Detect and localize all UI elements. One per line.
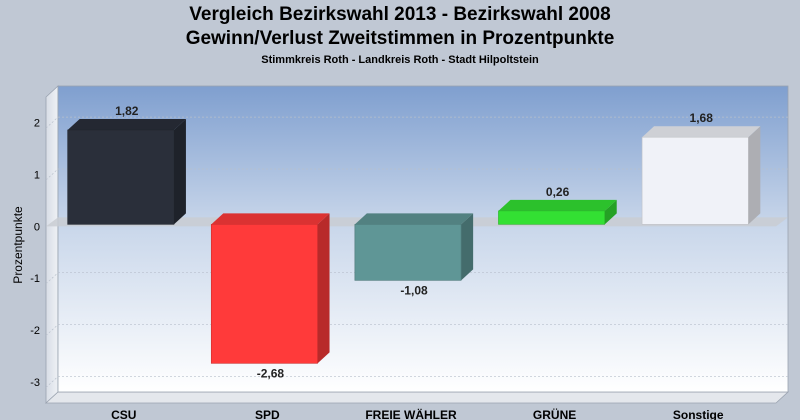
category-label: FREIE WÄHLER [365, 407, 457, 420]
bar-side [604, 199, 617, 225]
bar-side [748, 126, 761, 225]
bar-top [354, 213, 474, 225]
gridline-side [45, 116, 59, 129]
data-label: 1,68 [690, 111, 714, 125]
plot-floor [44, 391, 790, 404]
bar-spd [210, 213, 330, 364]
data-label: 0,26 [546, 185, 570, 199]
bar-top [67, 118, 186, 130]
bar-top [498, 199, 617, 211]
y-tick-label: 0 [34, 221, 40, 233]
data-label: -2,68 [257, 366, 285, 380]
bar-front [498, 210, 606, 225]
bar-front [354, 224, 462, 281]
bar-top [211, 213, 330, 225]
category-label: CSU [111, 408, 136, 420]
y-tick-label: -1 [30, 273, 40, 285]
y-tick-label: -3 [30, 377, 40, 389]
bar-csu [67, 118, 186, 225]
gridline-side [45, 272, 59, 284]
gridline-side [45, 168, 59, 181]
category-label: GRÜNE [533, 407, 576, 420]
gridline-side [45, 376, 59, 388]
bar-freie-w-hler [354, 213, 474, 281]
category-label: Sonstige [673, 408, 724, 420]
chart-subtitle: Stimmkreis Roth - Landkreis Roth - Stadt… [261, 54, 539, 66]
data-label: 1,82 [115, 104, 139, 118]
chart-title-line-2: Gewinn/Verlust Zweitstimmen in Prozentpu… [185, 28, 615, 49]
gridline-side [45, 324, 59, 336]
bar-side [317, 213, 330, 364]
plot-side-wall [45, 85, 59, 404]
y-axis-label: Prozentpunkte [11, 206, 25, 284]
bar-side [461, 213, 474, 281]
bars [67, 118, 761, 364]
chart-title: Vergleich Bezirkswahl 2013 - Bezirkswahl… [189, 4, 611, 25]
category-label: SPD [255, 408, 280, 420]
bar-front [210, 224, 318, 364]
bar-sonstige [641, 126, 761, 225]
bar-gr-ne [498, 199, 617, 225]
y-tick-label: -2 [30, 325, 40, 337]
bar-top [642, 126, 761, 138]
bar-front [67, 129, 175, 225]
bar-front [641, 136, 749, 225]
y-tick-label: 1 [34, 169, 40, 181]
labels: -3 -2 -1 0 1 2 Prozentpunkte 1,82 CSU -2,68 SPD -1,… [11, 104, 724, 420]
data-label: -1,08 [400, 283, 428, 297]
bar-side [173, 118, 186, 225]
y-tick-label: 2 [34, 118, 40, 130]
